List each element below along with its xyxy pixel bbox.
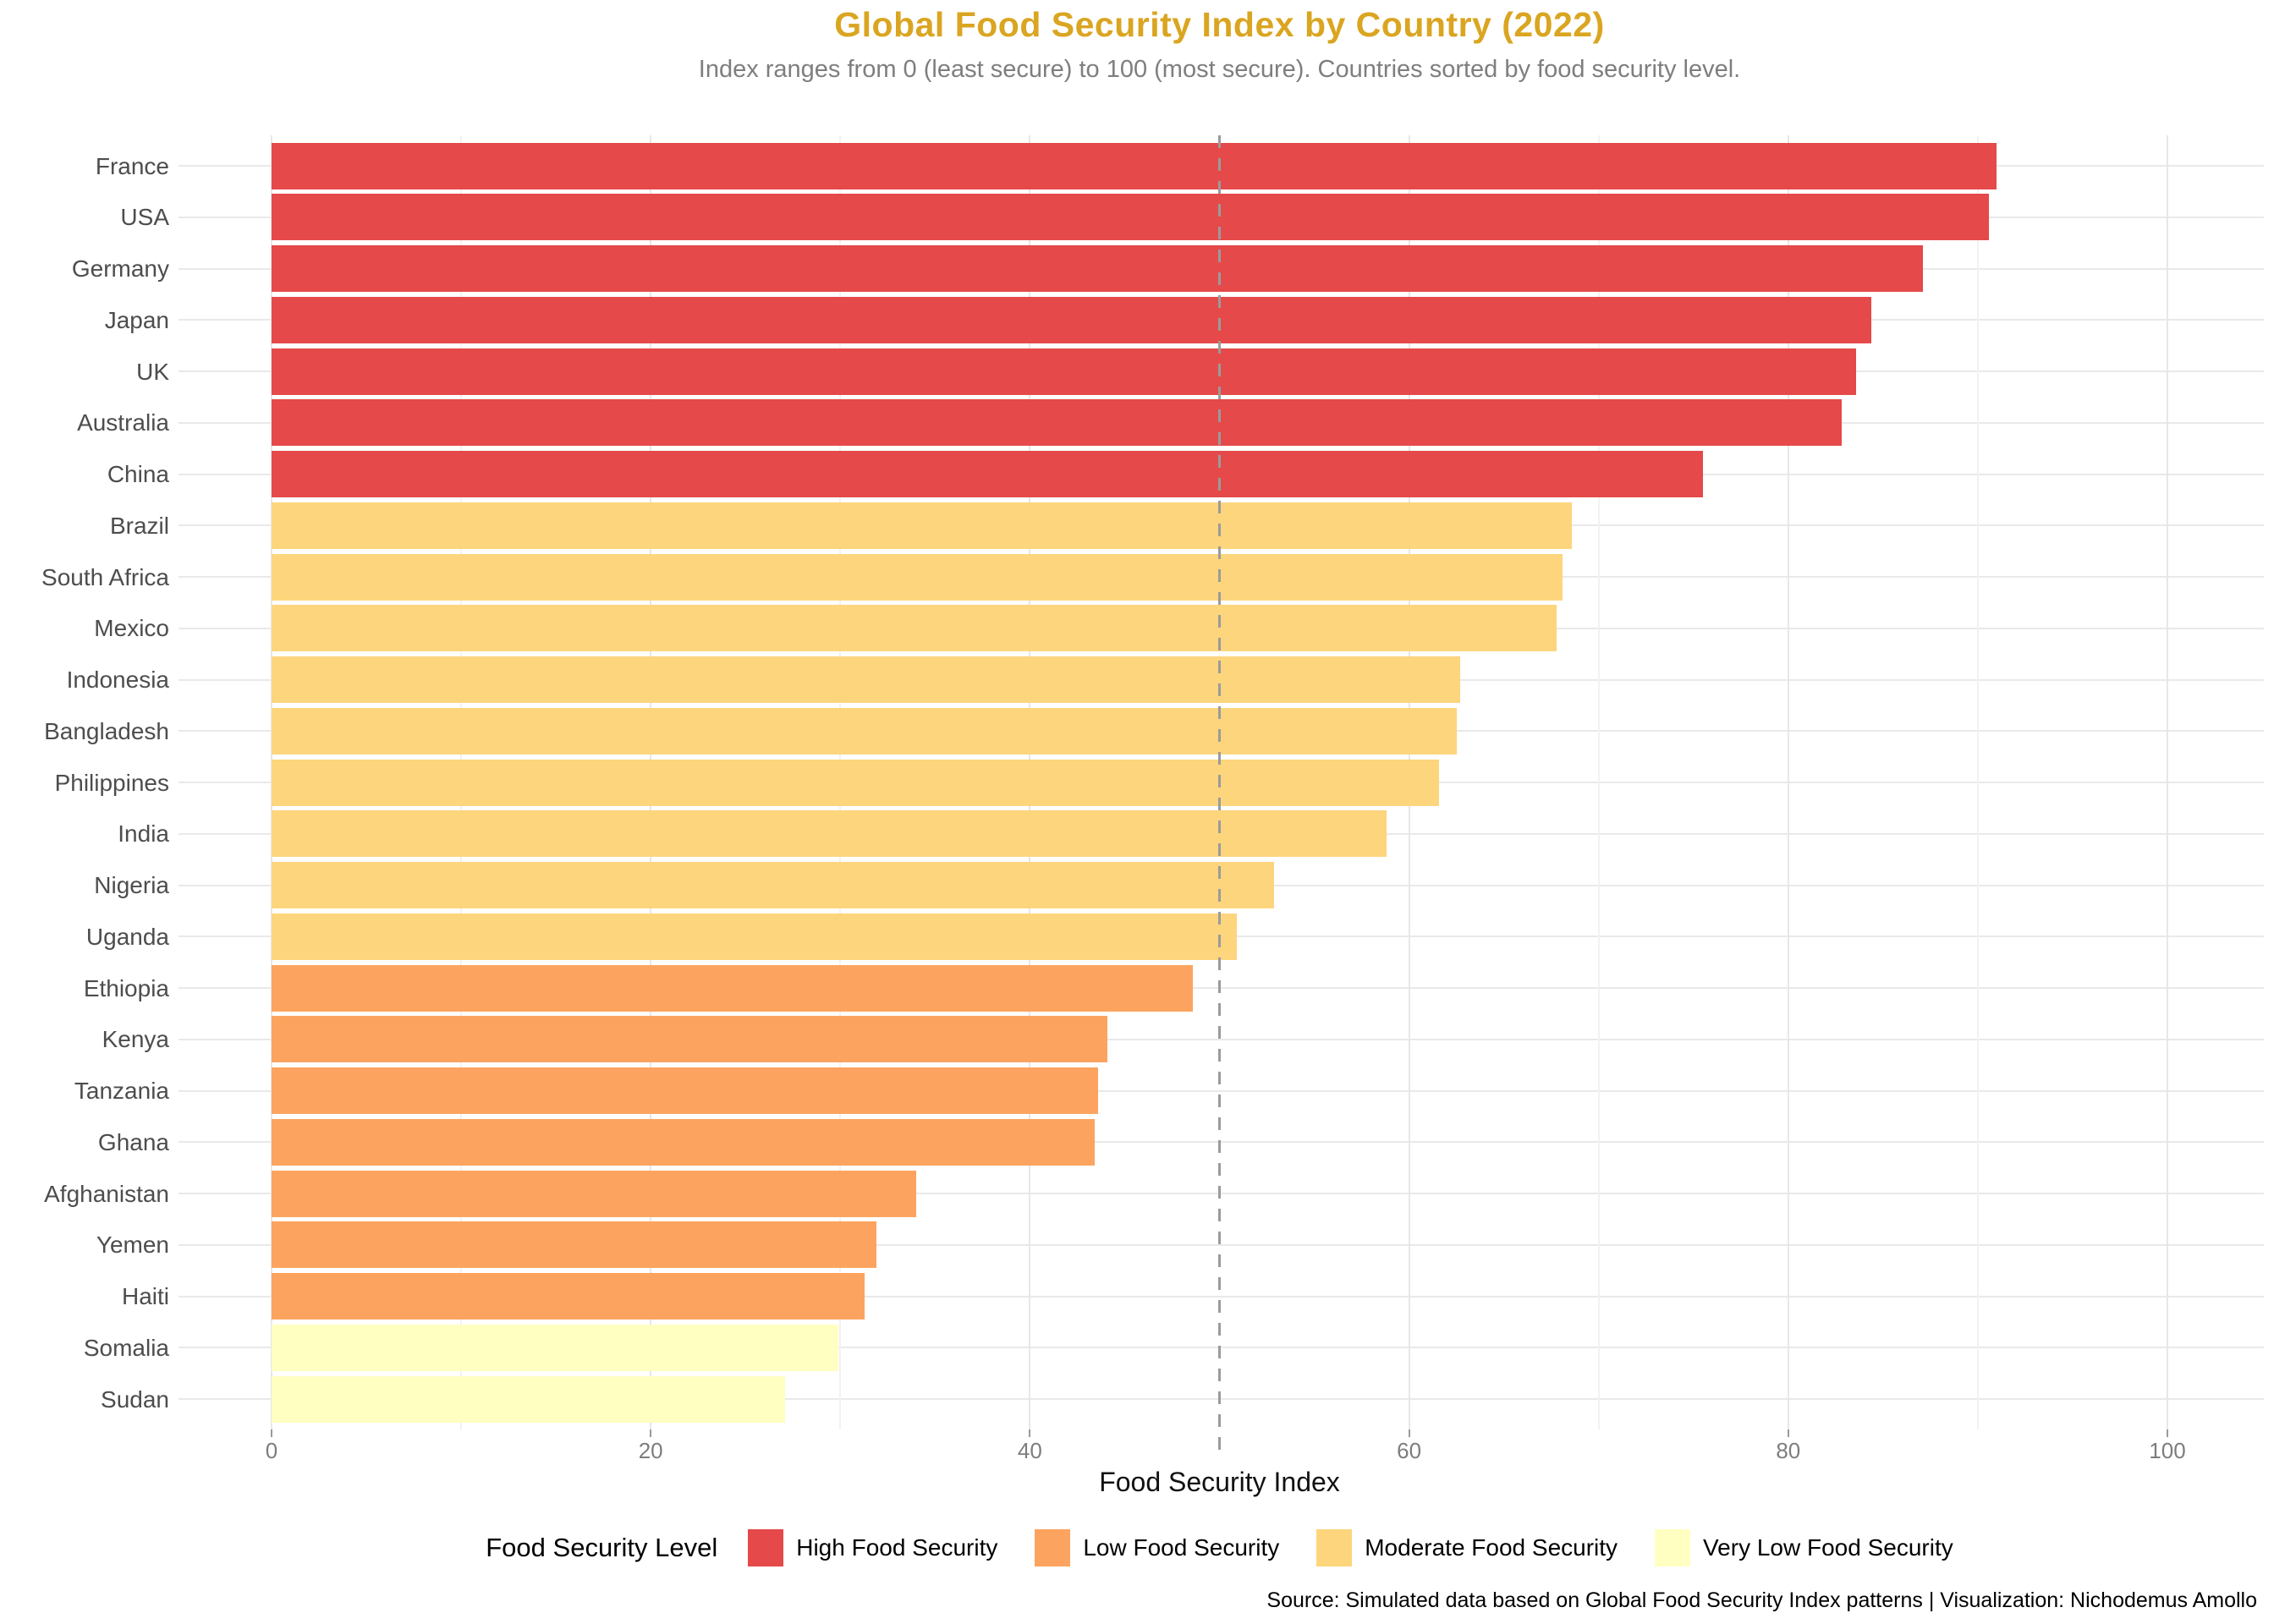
x-tick-label: 80 [1776, 1438, 1801, 1463]
chart-title: Global Food Security Index by Country (2… [834, 5, 1605, 44]
y-axis-label: Nigeria [94, 872, 169, 898]
v-gridline-major [2167, 135, 2168, 1429]
x-tick-mark [271, 1429, 272, 1437]
bar [272, 656, 1461, 703]
bar [272, 245, 1923, 292]
x-tick-label: 0 [265, 1438, 278, 1463]
reference-line [1218, 135, 1221, 1455]
bar [272, 810, 1387, 858]
bar [272, 194, 1990, 241]
y-axis-label: France [95, 152, 169, 179]
y-axis-label: UK [136, 358, 169, 385]
x-tick-label: 20 [638, 1438, 663, 1463]
h-gridline [179, 1193, 2264, 1194]
legend-swatch-very_low [1655, 1529, 1691, 1566]
bar [272, 862, 1275, 908]
x-tick-mark [650, 1429, 652, 1437]
y-axis-label: Afghanistan [44, 1180, 169, 1207]
y-axis-label: Bangladesh [44, 717, 169, 744]
h-gridline [179, 1038, 2264, 1040]
y-axis-label: USA [120, 204, 169, 231]
legend-title: Food Security Level [486, 1533, 718, 1562]
bar [272, 296, 1872, 343]
bar [272, 553, 1563, 601]
legend-item: Low Food Security [1035, 1529, 1279, 1566]
y-axis-label: Uganda [85, 923, 169, 950]
y-axis-label: Kenya [102, 1026, 169, 1053]
bar [272, 1324, 839, 1371]
x-tick-label: 60 [1397, 1438, 1422, 1463]
bar [272, 605, 1557, 652]
bar [272, 399, 1842, 447]
y-axis-label: Germany [71, 255, 169, 282]
v-gridline-major [1787, 135, 1789, 1429]
bar [272, 707, 1457, 754]
y-axis-label: Haiti [121, 1283, 169, 1309]
legend-swatch-moderate [1316, 1529, 1353, 1566]
y-axis-label: South Africa [41, 563, 169, 590]
legend: Food Security Level High Food Security Lo… [177, 1526, 2262, 1570]
y-axis-label: Yemen [96, 1232, 169, 1259]
bar [272, 1016, 1108, 1063]
legend-label: High Food Security [796, 1534, 998, 1561]
y-axis-label: Indonesia [66, 667, 169, 693]
legend-label: Low Food Security [1083, 1534, 1280, 1561]
y-axis-label: Mexico [94, 615, 169, 642]
y-axis-label: Tanzania [74, 1078, 169, 1104]
bar [272, 759, 1440, 806]
y-axis-label: India [118, 820, 169, 848]
h-gridline [179, 987, 2264, 989]
bar [272, 1273, 865, 1320]
y-axis-label: Sudan [101, 1385, 169, 1413]
y-axis-label: Ethiopia [83, 974, 169, 1001]
x-tick-mark [1787, 1429, 1789, 1437]
x-tick-mark [1029, 1429, 1031, 1437]
y-axis-label: Philippines [54, 769, 169, 796]
y-axis-label: Somalia [83, 1334, 169, 1361]
x-tick-mark [1408, 1429, 1410, 1437]
bar [272, 1375, 786, 1423]
bar [272, 913, 1237, 960]
bar [272, 142, 1997, 189]
v-gridline-minor [1976, 135, 1979, 1429]
y-axis-label: Brazil [109, 512, 169, 539]
legend-items: High Food Security Low Food Security Moder… [739, 1529, 1953, 1566]
legend-swatch-high [748, 1529, 784, 1566]
bar [272, 1118, 1095, 1166]
h-gridline [179, 1089, 2264, 1092]
bar [272, 1221, 876, 1269]
y-axis-label: Ghana [97, 1128, 169, 1155]
y-axis-label: China [107, 461, 169, 487]
h-gridline [179, 1347, 2264, 1349]
bar [272, 502, 1573, 549]
bar [272, 451, 1703, 497]
legend-item: Very Low Food Security [1655, 1529, 1953, 1566]
chart-subtitle: Index ranges from 0 (least secure) to 10… [698, 56, 1741, 83]
x-axis-title: Food Security Index [1099, 1467, 1340, 1497]
bar [272, 1170, 916, 1217]
x-tick-label: 40 [1017, 1438, 1042, 1463]
y-axis-label: Australia [77, 409, 169, 436]
legend-label: Moderate Food Security [1365, 1534, 1618, 1561]
legend-item: High Food Security [748, 1529, 997, 1566]
bar [272, 1067, 1099, 1114]
y-axis-label: Japan [104, 306, 169, 333]
x-tick-mark [2167, 1429, 2168, 1437]
legend-item: Moderate Food Security [1316, 1529, 1618, 1566]
bar [272, 964, 1194, 1012]
h-gridline [179, 1243, 2264, 1246]
legend-label: Very Low Food Security [1703, 1534, 1953, 1561]
chart-caption: Source: Simulated data based on Global F… [1266, 1588, 2257, 1612]
h-gridline [179, 1295, 2264, 1298]
h-gridline [179, 1398, 2264, 1400]
v-gridline-minor [1597, 135, 1600, 1429]
h-gridline [179, 1141, 2264, 1144]
legend-swatch-low [1035, 1529, 1071, 1566]
x-tick-label: 100 [2149, 1438, 2186, 1463]
bar [272, 348, 1857, 395]
